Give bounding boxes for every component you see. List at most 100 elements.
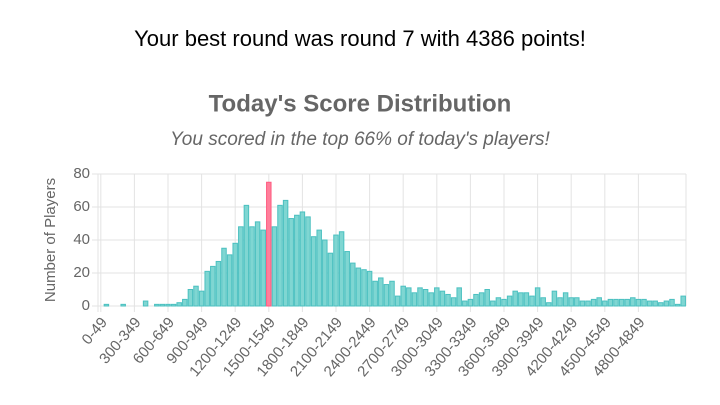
bar <box>187 289 194 307</box>
bar <box>383 284 390 307</box>
y-axis-title: Number of Players <box>42 178 59 302</box>
bar <box>400 285 406 307</box>
bar <box>411 292 418 307</box>
bar <box>372 280 378 307</box>
bar <box>176 302 182 307</box>
bar <box>238 226 244 307</box>
bar <box>299 211 306 307</box>
bar <box>646 300 653 307</box>
bar <box>574 297 580 307</box>
bar <box>282 199 289 307</box>
bar <box>557 297 563 307</box>
y-tick-label: 20 <box>73 264 90 281</box>
chart-subtitle: You scored in the top 66% of today's pla… <box>170 129 550 150</box>
bar <box>624 298 630 307</box>
bar <box>490 300 496 307</box>
bar <box>473 293 479 307</box>
bar <box>658 302 664 307</box>
bar <box>260 229 266 307</box>
bar <box>422 289 429 307</box>
bar <box>417 287 423 307</box>
y-tick-label: 60 <box>73 198 90 215</box>
bar <box>249 226 255 307</box>
bar <box>551 290 558 307</box>
bar <box>495 297 502 307</box>
bar <box>394 295 401 307</box>
bar <box>512 290 518 307</box>
bar <box>120 303 126 307</box>
bar <box>540 297 546 307</box>
bar <box>215 260 222 307</box>
bar <box>445 293 451 307</box>
bar <box>193 285 199 307</box>
bar <box>518 292 524 307</box>
bar <box>288 218 294 307</box>
bar <box>344 251 350 307</box>
bar <box>506 295 513 307</box>
bar <box>159 303 166 307</box>
bar <box>674 303 681 307</box>
bar <box>378 277 384 307</box>
bar <box>484 289 490 307</box>
bar <box>355 267 362 307</box>
bar <box>338 231 345 307</box>
bar <box>602 300 608 307</box>
bar <box>327 252 334 307</box>
bar <box>103 303 110 307</box>
bar <box>406 287 412 307</box>
bar <box>232 242 238 307</box>
bar <box>607 298 614 307</box>
bar <box>456 287 462 307</box>
bar <box>142 300 149 307</box>
bar <box>294 214 300 307</box>
bar <box>271 226 278 307</box>
bar <box>210 265 216 307</box>
y-tick-label: 0 <box>82 297 90 314</box>
y-tick-label: 40 <box>73 231 90 248</box>
bar <box>585 300 591 307</box>
bar <box>590 298 597 307</box>
bar <box>439 290 446 307</box>
bar <box>428 292 434 307</box>
bar <box>165 303 171 307</box>
bar <box>630 297 636 307</box>
y-tick-label: 80 <box>73 165 90 182</box>
bar <box>221 247 227 307</box>
bar <box>635 298 642 307</box>
bar <box>322 239 328 307</box>
bar <box>579 300 586 307</box>
bar <box>663 300 670 307</box>
bar <box>434 287 440 307</box>
bar <box>361 269 367 307</box>
bar <box>546 302 552 307</box>
bar <box>680 295 686 307</box>
bar <box>652 300 658 307</box>
bar <box>618 298 625 307</box>
bar <box>501 298 507 307</box>
bar <box>669 298 675 307</box>
bar <box>462 300 468 307</box>
bar <box>266 181 272 307</box>
bar <box>529 295 535 307</box>
bar <box>254 221 261 307</box>
bar <box>198 290 205 307</box>
bar <box>350 262 356 307</box>
best-round-message: Your best round was round 7 with 4386 po… <box>134 26 586 51</box>
bar <box>366 270 373 307</box>
bar <box>243 204 250 307</box>
bar <box>450 297 457 307</box>
bar <box>613 298 619 307</box>
bar <box>226 254 233 307</box>
bar <box>389 280 395 307</box>
bar <box>478 292 485 307</box>
bar <box>523 292 530 307</box>
bar <box>182 298 188 307</box>
bar <box>467 298 474 307</box>
bar <box>641 298 647 307</box>
bar <box>534 287 541 307</box>
chart-title: Today's Score Distribution <box>209 90 512 117</box>
bar <box>568 297 574 307</box>
bar <box>204 270 210 307</box>
bar <box>154 303 160 307</box>
